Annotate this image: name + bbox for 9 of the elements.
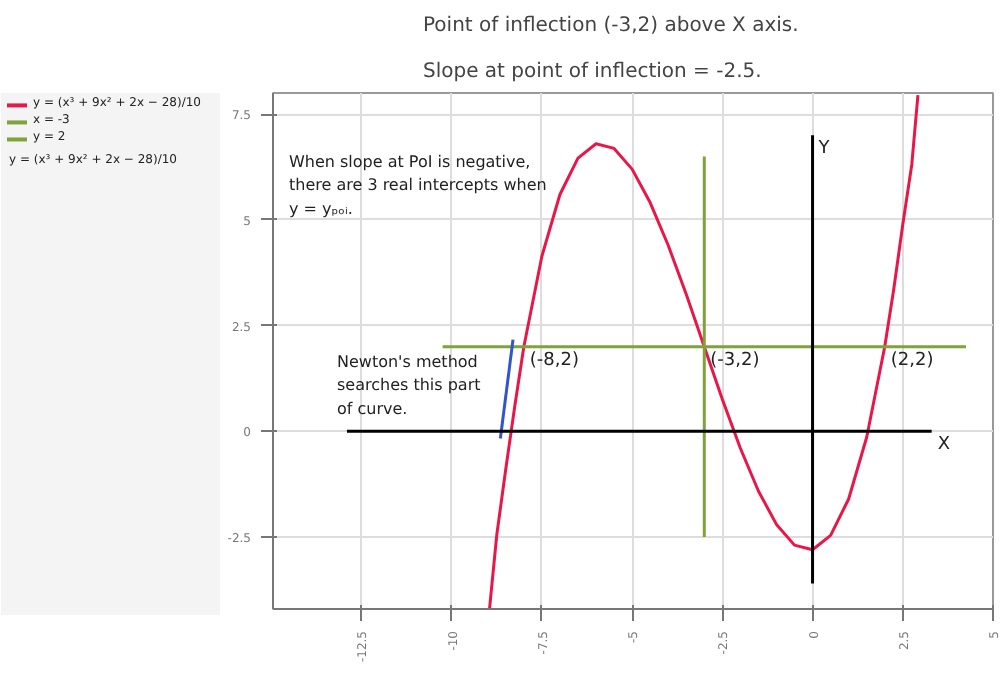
annotation: X — [937, 435, 950, 456]
chart-subtitle: Slope at point of inflection = -2.5. — [423, 61, 762, 83]
annotation: Newton's method searches this part of curve. — [337, 353, 481, 418]
annotation: (2,2) — [890, 350, 934, 371]
annotation: Y — [816, 139, 831, 160]
chart-title: Point of inflection (-3,2) above X axis. — [423, 15, 799, 37]
annotation: (-3,2) — [710, 350, 760, 371]
annotation: (-8,2) — [529, 350, 580, 371]
annotation: When slope at PoI is negative, there are 3 real intercepts when y = yₚₒᵢ. — [289, 153, 547, 218]
